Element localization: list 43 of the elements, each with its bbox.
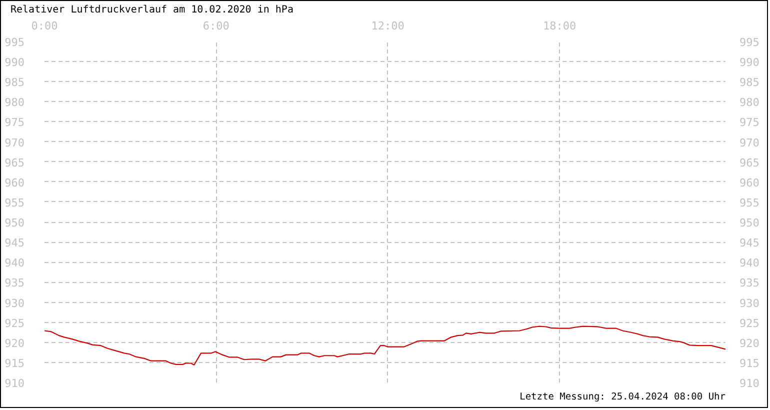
x-tick-label: 12:00 [371,20,404,32]
y-tick-label: 920 [4,336,25,350]
y2-tick-label: 975 [740,116,760,130]
y-tick-label: 915 [4,356,25,370]
y2-tick-label: 945 [740,236,760,250]
y2-tick-label: 920 [740,336,760,350]
line-series [44,326,726,366]
y-tick-label: 965 [4,156,25,170]
y2-tick-label: 965 [740,156,760,170]
x-tick-label: 18:00 [542,20,576,32]
y-tick-label: 990 [4,56,25,70]
chart-title: Relativer Luftdruckverlauf am 10.02.2020 in hPa [10,4,294,16]
y2-tick-label: 985 [740,76,760,90]
y2-tick-label: 925 [740,316,760,330]
y-tick-label: 975 [4,116,25,130]
y-tick-label: 980 [4,96,25,110]
y-tick-label: 955 [4,196,25,210]
y2-tick-label: 930 [740,296,760,310]
text: Letzte Messung: 25.04.2024 08:00 Uhr [520,392,726,402]
x-tick-label: 6:00 [202,20,230,32]
y-tick-label: 925 [4,316,25,330]
y-tick-label: 935 [4,276,25,290]
y-tick-label: 995 [4,36,25,49]
y2-tick-label: 960 [740,176,760,190]
y-tick-label: 970 [4,136,25,150]
y-tick-label: 940 [4,256,25,270]
y2-tick-label: 935 [740,276,760,290]
y2-tick-label: 940 [740,256,760,270]
y-tick-label: 930 [4,296,25,310]
y2-tick-label: 915 [740,356,760,370]
y2-tick-label: 950 [740,216,760,230]
y2-tick-label: 955 [740,196,760,210]
y-tick-label: 945 [4,236,25,250]
y2-tick-label: 980 [740,96,760,110]
y2-tick-label: 970 [740,136,760,150]
y2-tick-label: 995 [740,36,760,49]
y2-tick-label: 990 [740,56,760,70]
y2-tick-label: 910 [740,377,760,390]
y-tick-label: 910 [4,377,25,390]
y-tick-label: 960 [4,176,25,190]
y-tick-label: 950 [4,216,25,230]
x-tick-label: 0:00 [31,20,58,32]
y-tick-label: 985 [4,76,25,90]
